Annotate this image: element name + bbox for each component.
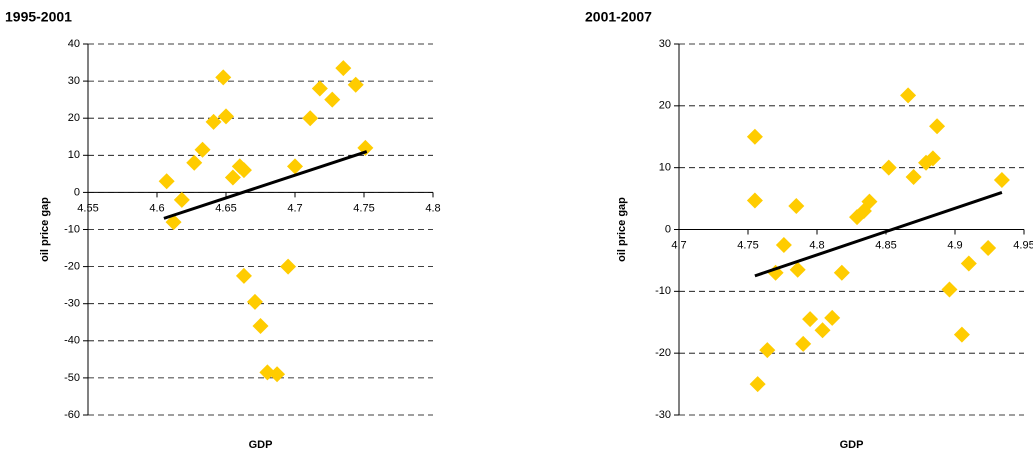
y-tick-label: -40	[64, 335, 80, 347]
point	[311, 80, 328, 97]
point	[861, 193, 878, 210]
point	[905, 168, 922, 185]
point	[158, 173, 175, 190]
point	[186, 154, 203, 171]
point	[993, 172, 1010, 189]
point	[929, 118, 946, 135]
point	[269, 366, 286, 383]
point	[814, 322, 831, 339]
y-tick-label: -60	[64, 409, 80, 421]
point	[802, 311, 819, 328]
point	[824, 309, 841, 326]
y-axis-label: oil price gap	[39, 197, 51, 262]
x-tick-label: 4.8	[425, 202, 440, 214]
point	[280, 258, 297, 275]
y-tick-label: 40	[68, 38, 80, 50]
y-tick-label: -30	[655, 409, 671, 421]
point	[775, 236, 792, 253]
point	[749, 376, 766, 393]
point	[218, 108, 234, 125]
point	[194, 141, 211, 158]
y-tick-label: 20	[68, 112, 80, 124]
point	[924, 150, 941, 167]
point	[960, 255, 977, 272]
point	[789, 261, 806, 278]
y-tick-label: -30	[64, 298, 80, 310]
y-tick-label: 10	[68, 149, 80, 161]
y-tick-label: -10	[655, 285, 671, 297]
point	[224, 169, 241, 186]
point	[746, 128, 763, 145]
point	[215, 69, 232, 86]
point	[324, 91, 341, 108]
y-tick-label: 30	[659, 38, 671, 50]
x-axis-label: GDP	[840, 439, 864, 451]
point	[246, 293, 263, 310]
point	[941, 281, 958, 298]
x-tick-label: 4.7	[287, 202, 302, 214]
point	[746, 192, 763, 209]
y-tick-label: 0	[74, 186, 80, 198]
y-tick-label: -20	[655, 347, 671, 359]
x-tick-label: 4.85	[875, 239, 896, 251]
point	[347, 76, 364, 93]
x-tick-label: 4.9	[947, 239, 962, 251]
y-tick-label: 20	[659, 100, 671, 112]
y-tick-label: -50	[64, 372, 80, 384]
point	[287, 158, 303, 175]
y-tick-label: 0	[665, 223, 671, 235]
chart-title: 2001-2007	[585, 9, 652, 25]
point	[335, 60, 352, 77]
point	[900, 87, 917, 104]
y-tick-label: -10	[64, 223, 80, 235]
y-tick-label: 10	[659, 162, 671, 174]
x-tick-label: 4.95	[1013, 239, 1033, 251]
y-axis-label: oil price gap	[616, 197, 628, 262]
chart-title: 1995-2001	[5, 9, 72, 25]
y-tick-label: 30	[68, 75, 80, 87]
point	[235, 267, 252, 284]
trendline	[163, 150, 368, 220]
point	[205, 113, 222, 130]
point	[880, 159, 897, 176]
point	[788, 198, 805, 215]
point	[252, 317, 269, 334]
x-tick-label: 4.8	[809, 239, 824, 251]
point	[980, 240, 997, 257]
point	[173, 191, 190, 208]
x-axis-label: GDP	[249, 439, 273, 451]
x-tick-label: 4.6	[149, 202, 164, 214]
x-tick-label: 4.75	[737, 239, 758, 251]
point	[795, 335, 812, 352]
point	[235, 162, 252, 179]
x-tick-label: 4.75	[353, 202, 374, 214]
point	[302, 110, 319, 127]
point	[833, 264, 850, 281]
point	[953, 326, 970, 343]
y-tick-label: -20	[64, 261, 80, 273]
point	[759, 342, 776, 359]
trendline	[754, 190, 1003, 278]
x-tick-label: 4.65	[215, 202, 236, 214]
